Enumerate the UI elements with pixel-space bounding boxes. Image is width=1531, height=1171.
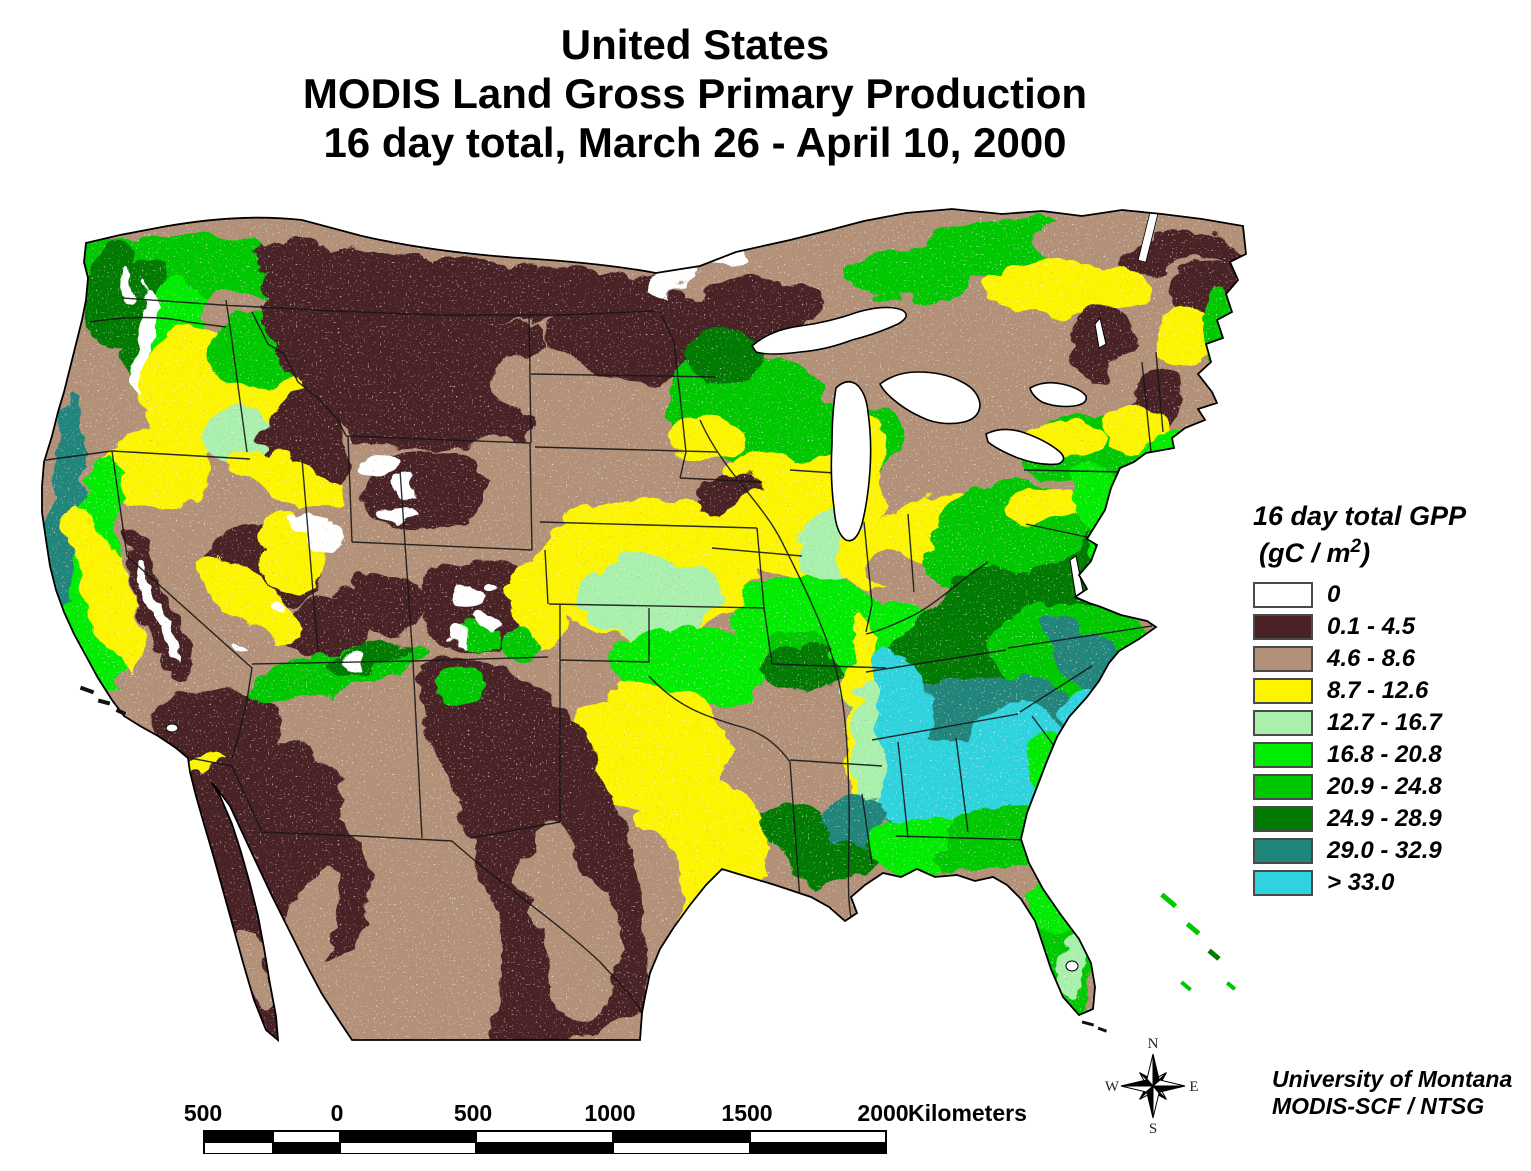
scalebar-label: 1500	[721, 1100, 773, 1126]
legend-swatch	[1253, 646, 1313, 672]
legend-swatch	[1253, 582, 1313, 608]
legend-item: 29.0 - 32.9	[1253, 837, 1523, 864]
legend: 16 day total GPP (gC / m2) 0 0.1 - 4.5 4…	[1253, 500, 1523, 902]
scalebar-label: 2000	[857, 1100, 909, 1126]
compass-north-label: N	[1148, 1036, 1159, 1052]
legend-label: 4.6 - 8.6	[1327, 645, 1416, 672]
scalebar-cell	[749, 1132, 885, 1142]
legend-item: 4.6 - 8.6	[1253, 645, 1523, 672]
credit: University of Montana MODIS-SCF / NTSG	[1272, 1066, 1512, 1120]
scalebar-row-top	[205, 1132, 885, 1142]
map-land	[42, 209, 1246, 1040]
legend-item: 12.7 - 16.7	[1253, 709, 1523, 736]
scalebar-cell	[339, 1143, 475, 1153]
legend-item: 16.8 - 20.8	[1253, 741, 1523, 768]
legend-swatch	[1253, 806, 1313, 832]
legend-label: 0	[1327, 581, 1341, 608]
scalebar-row-bottom	[205, 1141, 885, 1153]
legend-item: 24.9 - 28.9	[1253, 805, 1523, 832]
credit-line-1: University of Montana	[1272, 1066, 1513, 1092]
scalebar-label: 1000	[584, 1100, 636, 1126]
salton-sea	[165, 723, 179, 733]
lake-huron	[878, 371, 981, 425]
scalebar-cell	[475, 1132, 612, 1142]
scalebar-cell	[612, 1132, 749, 1142]
scalebar-cell	[612, 1143, 749, 1153]
legend-item: > 33.0	[1253, 869, 1523, 896]
legend-label: 29.0 - 32.9	[1327, 837, 1442, 864]
compass-star-icon	[1120, 1053, 1186, 1119]
lake-erie	[985, 428, 1065, 466]
legend-item: 0.1 - 4.5	[1253, 613, 1523, 640]
scalebar-cell	[272, 1143, 339, 1153]
lake-champlain	[1094, 316, 1107, 349]
scalebar-cell	[475, 1143, 612, 1153]
scalebar-cell	[272, 1132, 339, 1142]
dark-speckle-overlay	[42, 209, 1246, 1040]
compass-south-label: S	[1149, 1121, 1157, 1137]
legend-label: 16.8 - 20.8	[1327, 741, 1442, 768]
legend-item: 8.7 - 12.6	[1253, 677, 1523, 704]
scalebar-label: 500	[453, 1100, 493, 1126]
legend-item: 20.9 - 24.8	[1253, 773, 1523, 800]
compass-east-label: E	[1189, 1079, 1198, 1095]
lake-superior	[750, 306, 907, 355]
compass-rose: N E S W	[1105, 1036, 1199, 1137]
scalebar-cell	[205, 1143, 272, 1153]
title-line-1: United States	[560, 21, 830, 68]
legend-swatch	[1253, 838, 1313, 864]
legend-item: 0	[1253, 581, 1523, 608]
legend-unit: (gC / m2)	[1259, 536, 1371, 568]
legend-label: 0.1 - 4.5	[1327, 613, 1416, 640]
scalebar-cell	[749, 1143, 885, 1153]
lake-michigan	[830, 380, 872, 542]
scalebar-label: 0	[330, 1100, 344, 1126]
legend-swatch	[1253, 774, 1313, 800]
state-borders	[45, 297, 1164, 1014]
scalebar	[203, 1130, 887, 1154]
legend-swatch	[1253, 742, 1313, 768]
legend-swatch	[1253, 870, 1313, 896]
lake-ontario	[1029, 381, 1088, 408]
scalebar-label: 500	[183, 1100, 223, 1126]
legend-swatch	[1253, 710, 1313, 736]
compass-west-label: W	[1105, 1079, 1120, 1095]
title-line-3: 16 day total, March 26 - April 10, 2000	[323, 119, 1067, 166]
scalebar-unit: Kilometers	[908, 1100, 1027, 1126]
offshore-islands	[79, 685, 1237, 1033]
legend-label: 12.7 - 16.7	[1327, 709, 1442, 736]
scalebar-cell	[205, 1132, 272, 1142]
credit-line-2: MODIS-SCF / NTSG	[1272, 1093, 1485, 1119]
scalebar-cell	[339, 1132, 475, 1142]
legend-label: 20.9 - 24.8	[1327, 773, 1442, 800]
great-lakes	[165, 211, 1159, 972]
coastline-outline	[41, 208, 1247, 1043]
map-title: United States MODIS Land Gross Primary P…	[0, 20, 1390, 167]
legend-title: 16 day total GPP	[1253, 501, 1467, 531]
legend-label: 8.7 - 12.6	[1327, 677, 1429, 704]
legend-label: 24.9 - 28.9	[1327, 805, 1442, 832]
legend-swatch	[1253, 678, 1313, 704]
lake-okeechobee	[1065, 960, 1079, 972]
title-line-2: MODIS Land Gross Primary Production	[302, 70, 1088, 117]
legend-label: > 33.0	[1327, 869, 1395, 896]
legend-swatch	[1253, 614, 1313, 640]
